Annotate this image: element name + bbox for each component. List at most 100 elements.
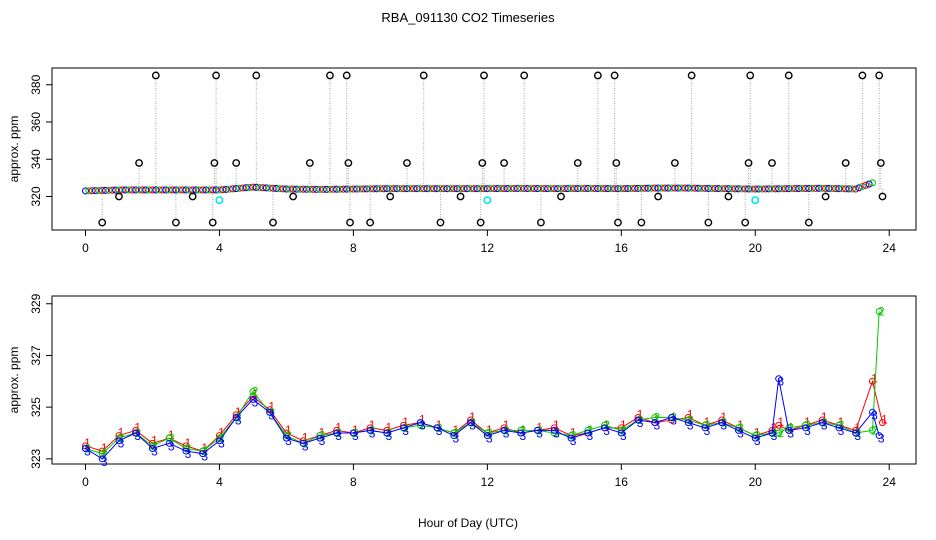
outlier-point [326, 71, 334, 80]
series-point-3 [450, 432, 458, 440]
baseline-point [781, 185, 789, 193]
x-tick-label: 4 [216, 475, 223, 489]
bottom-plot-frame [51, 295, 917, 465]
series-label-1: 1 [821, 410, 828, 424]
outlier-point [637, 218, 646, 227]
baseline-point [185, 186, 193, 194]
series-point-3 [249, 395, 257, 403]
outlier-point [768, 159, 776, 167]
baseline-point [755, 185, 763, 193]
series-label-3: 3 [235, 413, 242, 427]
baseline-point [256, 183, 264, 192]
baseline-point [795, 185, 803, 193]
outlier-point [366, 218, 375, 227]
x-tick-label: 20 [749, 475, 763, 489]
series-point-3 [333, 429, 341, 437]
series-point-3 [768, 429, 776, 437]
series-label-2: 2 [168, 431, 175, 445]
series-point-3 [751, 434, 759, 442]
baseline-point [128, 186, 136, 194]
baseline-point [520, 184, 528, 193]
baseline-point [590, 184, 599, 193]
series-label-1: 1 [185, 436, 192, 450]
series-label-1: 1 [603, 418, 610, 432]
baseline-point [751, 185, 759, 193]
baseline-point [443, 185, 451, 193]
baseline-point [537, 185, 545, 193]
outlier-point [344, 159, 353, 167]
baseline-point [607, 185, 615, 193]
baseline-point [473, 185, 481, 193]
outlier-point [841, 159, 850, 167]
series-label-1: 1 [369, 418, 376, 432]
outlier-point [724, 192, 733, 201]
series-point-3 [567, 434, 575, 442]
baseline-point [463, 185, 471, 193]
baseline-point [805, 184, 813, 192]
baseline-point [497, 185, 505, 193]
baseline-point [865, 180, 873, 188]
outlier-point [289, 192, 298, 201]
series-point-3 [775, 375, 783, 383]
baseline-point [219, 186, 227, 194]
baseline-point [654, 184, 662, 192]
series-label-3: 3 [704, 424, 711, 438]
baseline-point [292, 185, 301, 193]
baseline-point [179, 186, 187, 194]
baseline-point [232, 185, 240, 193]
baseline-point [192, 186, 200, 194]
x-tick-label: 0 [82, 475, 89, 489]
baseline-point [306, 185, 314, 193]
baseline-point [862, 181, 870, 189]
series-label-3: 3 [754, 434, 761, 448]
series-point-3 [785, 426, 793, 434]
series-point-3 [701, 424, 709, 432]
series-label-1: 1 [553, 418, 560, 432]
baseline-point [433, 185, 441, 193]
outlier-point [480, 71, 488, 80]
baseline-point [165, 186, 173, 194]
series-label-3: 3 [335, 429, 342, 443]
series-label-1: 1 [84, 436, 91, 450]
baseline-point [477, 185, 485, 193]
baseline-point [376, 185, 384, 193]
baseline-point [664, 184, 672, 192]
series-point-2 [775, 429, 783, 437]
series-point-3 [98, 455, 106, 463]
baseline-point [410, 185, 418, 193]
series-label-3: 3 [469, 419, 476, 433]
baseline-point [855, 184, 863, 192]
baseline-point [85, 187, 93, 195]
series-label-2: 2 [134, 426, 141, 440]
series-label-3: 3 [519, 429, 526, 443]
baseline-point [269, 184, 277, 192]
baseline-point [222, 185, 230, 193]
series-label-3: 3 [804, 424, 811, 438]
y-tick-label: 380 [29, 74, 43, 94]
baseline-point [323, 185, 331, 193]
outlier-point [208, 218, 217, 227]
outlier-point [305, 159, 314, 167]
series-label-3: 3 [536, 426, 543, 440]
outlier-point [821, 192, 830, 201]
baseline-point [229, 185, 237, 193]
baseline-point [825, 184, 833, 192]
baseline-point [105, 186, 113, 194]
series-point-3 [617, 429, 625, 437]
x-tick-label: 12 [481, 475, 495, 489]
series-point-3 [400, 424, 408, 432]
baseline-point [102, 186, 110, 194]
baseline-point [467, 185, 475, 193]
x-tick-label: 8 [350, 241, 357, 255]
series-label-2: 2 [235, 410, 242, 424]
baseline-point [765, 185, 773, 193]
baseline-point [560, 185, 568, 193]
baseline-point [745, 185, 753, 193]
baseline-point [480, 185, 488, 193]
series-label-1: 1 [285, 423, 292, 437]
series-label-3: 3 [369, 426, 376, 440]
series-label-1: 1 [151, 433, 158, 447]
y-tick-label: 323 [29, 448, 43, 468]
x-tick-label: 8 [350, 475, 357, 489]
outlier-point [610, 71, 619, 80]
